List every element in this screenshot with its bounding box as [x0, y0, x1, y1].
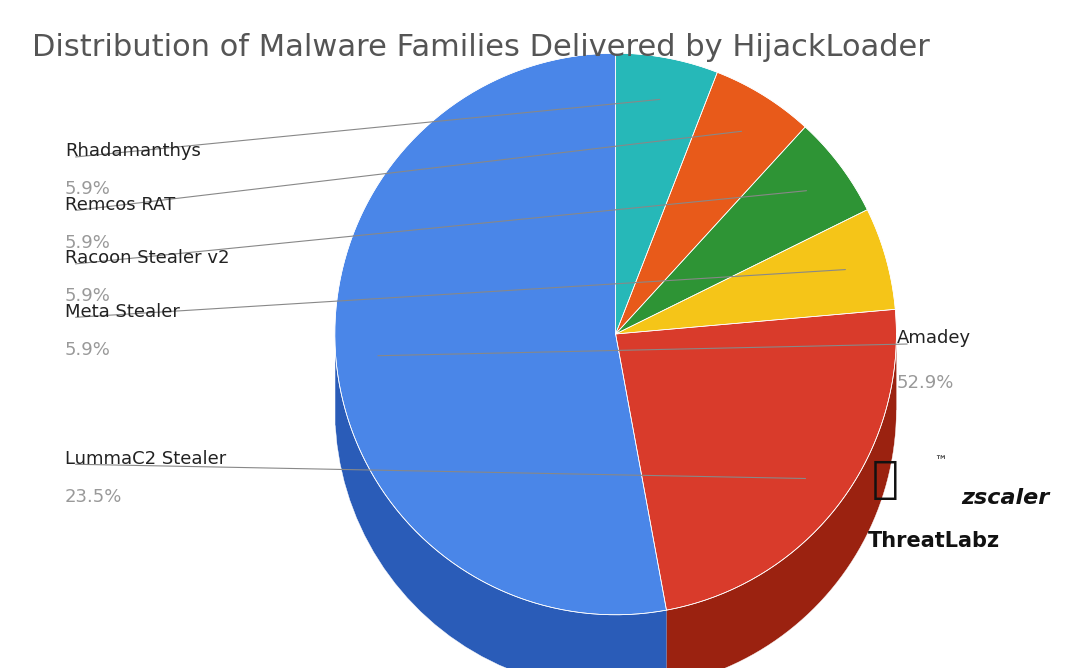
Text: 5.9%: 5.9%	[65, 341, 110, 359]
Polygon shape	[666, 335, 896, 668]
Polygon shape	[616, 210, 895, 334]
Text: Remcos RAT: Remcos RAT	[65, 196, 175, 214]
Text: LummaC2 Stealer: LummaC2 Stealer	[65, 450, 226, 468]
Text: Rhadamanthys: Rhadamanthys	[65, 142, 201, 160]
Text: 5.9%: 5.9%	[65, 180, 110, 198]
Polygon shape	[335, 350, 666, 668]
Text: Meta Stealer: Meta Stealer	[65, 303, 179, 321]
Polygon shape	[616, 309, 896, 610]
Polygon shape	[616, 53, 717, 334]
Text: 5.9%: 5.9%	[65, 287, 110, 305]
Text: ⟋: ⟋	[873, 458, 899, 501]
Text: 5.9%: 5.9%	[65, 234, 110, 252]
Text: zscaler: zscaler	[961, 488, 1050, 508]
Polygon shape	[616, 72, 806, 334]
Text: ThreatLabz: ThreatLabz	[868, 531, 1000, 551]
Text: Racoon Stealer v2: Racoon Stealer v2	[65, 249, 229, 267]
Text: 23.5%: 23.5%	[65, 488, 122, 506]
Text: 52.9%: 52.9%	[896, 374, 954, 392]
Text: Amadey: Amadey	[896, 329, 971, 347]
Polygon shape	[335, 53, 666, 615]
Text: ™: ™	[934, 455, 947, 468]
Text: Distribution of Malware Families Delivered by HijackLoader: Distribution of Malware Families Deliver…	[32, 33, 930, 62]
Polygon shape	[616, 127, 867, 334]
